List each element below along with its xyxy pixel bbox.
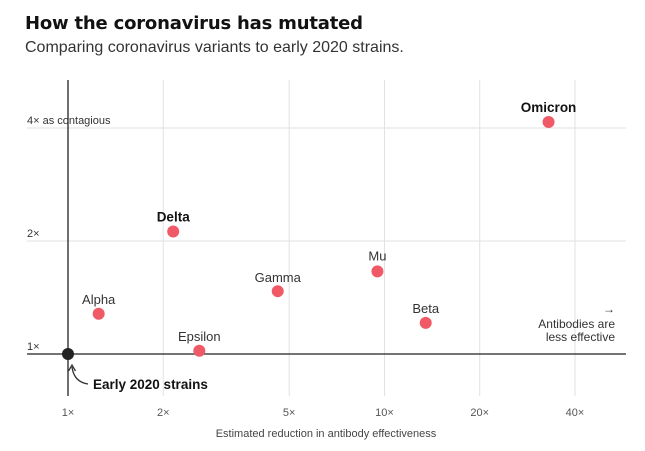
chart-subtitle: Comparing coronavirus variants to early …	[25, 39, 404, 56]
point-layer	[62, 115, 555, 360]
point-label-epsilon: Epsilon	[178, 329, 221, 344]
baseline-pointer-arrowhead	[67, 363, 77, 372]
point-gamma	[271, 285, 284, 298]
tick-layer: 1× 2× 5× 10× 20× 40× 1× 2× 4× as contagious	[27, 115, 584, 419]
point-alpha	[92, 307, 105, 320]
y-tick-label: 4× as contagious	[27, 115, 111, 127]
grid-layer	[27, 80, 626, 396]
axis-layer	[27, 80, 626, 396]
x-tick-label: 2×	[157, 407, 170, 419]
point-label-omicron: Omicron	[521, 100, 577, 115]
point-label-early-2020-strains: Early 2020 strains	[93, 377, 208, 392]
y-tick-label: 1×	[27, 341, 40, 353]
point-omicron	[542, 115, 555, 128]
x-axis-label: Estimated reduction in antibody effectiv…	[216, 428, 437, 440]
x-tick-label: 1×	[62, 407, 75, 419]
point-label-alpha: Alpha	[82, 292, 116, 307]
point-label-beta: Beta	[412, 301, 440, 316]
annotation-line: less effective	[546, 330, 615, 344]
point-label-gamma: Gamma	[255, 270, 302, 285]
y-tick-label: 2×	[27, 228, 40, 240]
baseline-pointer-arrow	[71, 366, 89, 385]
point-delta	[167, 225, 180, 238]
point-label-delta: Delta	[157, 210, 191, 225]
point-early-2020-strains	[62, 348, 74, 360]
point-mu	[371, 265, 384, 278]
label-layer: Early 2020 strains Alpha Epsilon Delta Gamma…	[67, 100, 577, 392]
x-tick-label: 20×	[470, 407, 489, 419]
chart-title: How the coronavirus has mutated	[25, 13, 363, 34]
point-label-mu: Mu	[368, 248, 386, 263]
point-beta	[419, 316, 432, 329]
point-epsilon	[193, 344, 206, 357]
right-arrow-icon: →	[603, 302, 615, 316]
x-tick-label: 10×	[375, 407, 394, 419]
x-tick-label: 5×	[283, 407, 296, 419]
annotation-line: Antibodies are	[538, 317, 615, 331]
x-tick-label: 40×	[566, 407, 585, 419]
